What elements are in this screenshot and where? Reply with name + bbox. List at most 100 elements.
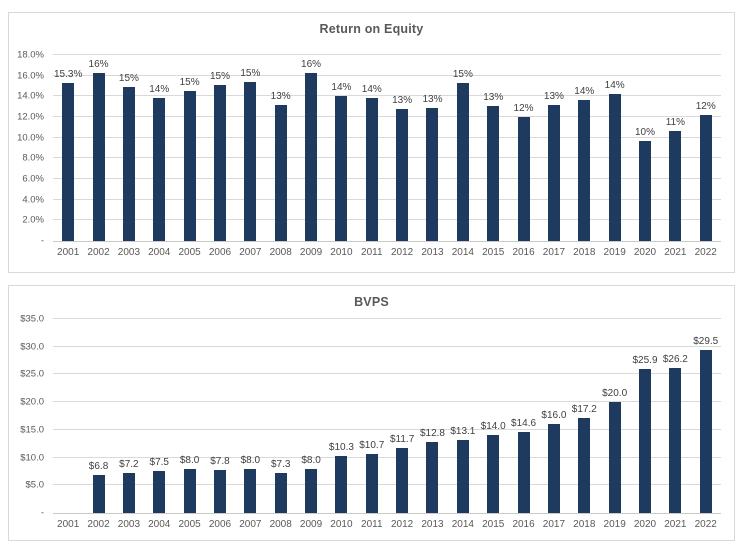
data-label: 14% [331,82,352,94]
y-axis: $35.0 $30.0 $25.0 $20.0 $15.0 $10.0 $5.0 - [9,314,49,519]
bar-column-2009: $8.0 [296,319,326,513]
data-label: 15.3% [53,68,83,80]
gridline [53,198,721,200]
bar-column-2015: $14.0 [478,319,508,513]
bar-column-2011: 14% [357,55,387,241]
gridline [53,178,721,179]
x-axis-tick-label: 2009 [299,519,323,530]
bar-2017 [547,104,560,241]
data-label: $7.5 [149,457,169,469]
x-axis-tick-label: 2021 [664,519,687,530]
x-axis-tick-label: 2011 [361,247,383,258]
y-axis-tick-label: - [40,507,44,519]
x-axis-tick-label: 2013 [421,519,444,530]
bar-column-2017: $16.0 [539,319,569,513]
x-axis-tick-label: 2012 [391,519,414,530]
bar-2009 [305,72,318,241]
bar-column-2016: 12% [508,55,538,241]
bar-column-2002: 16% [83,55,113,241]
data-label: 15% [452,68,473,80]
bar-column-2007: $8.0 [235,319,265,513]
bar-column-2019: 14% [599,55,629,241]
data-label: $14.0 [480,421,506,433]
x-axis-tick-label: 2001 [57,519,80,530]
y-axis-tick-label: 14.0% [17,90,44,102]
return-on-equity-chart-panel[interactable]: Return on Equity 18.0% 16.0% 14.0% 12.0% 10.… [8,12,735,273]
x-axis-tick-label: 2003 [117,519,141,530]
x-axis-tick-label: 2003 [117,247,141,258]
bar-2008 [274,472,287,513]
x-axis-tick-label: 2018 [573,519,596,530]
bar-2019 [608,402,621,513]
bar-column-2022: 12% [691,55,721,241]
x-axis-tick-label: 2004 [148,247,171,258]
bar-column-2004: $7.5 [144,319,174,513]
data-label: $20.0 [602,388,628,400]
bar-column-2002: $6.8 [83,319,113,513]
x-axis-tick-label: 2011 [361,519,383,530]
bar-2006 [213,469,226,513]
data-label: $6.8 [88,461,109,473]
y-axis-tick-label: $25.0 [20,368,44,380]
bar-2021 [669,367,682,513]
data-label: $25.9 [632,355,658,367]
bar-2020 [639,369,651,513]
x-axis-tick-label: 2020 [633,519,657,530]
bar-column-2022: $29.5 [691,319,721,513]
chart-title: Return on Equity [319,22,424,36]
bar-2022 [699,114,712,241]
x-axis-tick-label: 2012 [391,247,414,258]
bar-2014 [456,82,469,241]
bar-2018 [578,417,591,513]
y-axis-tick-label: 4.0% [22,194,44,206]
data-label: $11.7 [389,434,415,446]
bar-column-2001 [53,319,83,513]
bar-column-2009: 16% [296,55,326,241]
x-axis-tick-label: 2018 [573,247,596,258]
bar-2010 [335,455,348,513]
bar-2013 [426,107,439,241]
bar-column-2014: 15% [448,55,478,241]
x-axis-tick-label: 2022 [694,247,717,258]
data-label: 12% [695,100,716,112]
x-axis-tick-label: 2006 [208,519,232,530]
x-axis-tick-label: 2015 [482,247,505,258]
x-axis-tick-label: 2014 [451,247,474,258]
x-axis-tick-label: 2001 [57,247,80,258]
y-axis-tick-label: 16.0% [17,70,44,82]
data-label: 14% [604,80,625,92]
bar-column-2008: 13% [266,55,296,241]
x-axis-tick-label: 2016 [512,247,535,258]
x-axis-tick-label: 2010 [330,519,353,530]
bar-column-2006: 15% [205,55,235,241]
data-label: $8.0 [179,454,200,466]
x-axis-tick-label: 2002 [87,247,110,258]
plot-area: $6.8 $7.2 $7.5 $8.0 $7.8 $8.0 $7.3 $8.0 $10.3 $10… [53,318,721,514]
x-axis-tick-label: 2016 [512,519,535,530]
bar-2017 [547,424,560,513]
bar-2018 [578,100,591,241]
data-label: $7.3 [270,458,291,470]
gridline [53,116,721,117]
x-axis-tick-label: 2010 [330,247,353,258]
bar-column-2011: $10.7 [357,319,387,513]
bar-column-2010: 14% [326,55,356,241]
data-label: $17.2 [571,403,597,415]
bar-2010 [335,96,348,241]
bar-column-2015: 13% [478,55,508,241]
x-axis-tick-label: 2006 [208,247,232,258]
data-label: 13% [422,93,443,105]
y-axis-tick-label: $5.0 [25,479,45,491]
y-axis-tick-label: 6.0% [22,173,44,185]
x-axis-tick-label: 2005 [178,519,201,530]
bar-column-2004: 14% [144,55,174,241]
data-label: $8.0 [301,454,321,466]
bar-2015 [487,435,500,513]
bar-column-2012: $11.7 [387,319,417,513]
x-axis-tick-label: 2019 [603,247,626,258]
bar-2004 [153,471,166,513]
bar-2011 [365,98,378,241]
bvps-chart-panel[interactable]: BVPS $35.0 $30.0 $25.0 $20.0 $15.0 $10.0 $5.0 -… [8,285,735,541]
bar-2020 [639,140,651,241]
bar-2008 [274,104,287,241]
